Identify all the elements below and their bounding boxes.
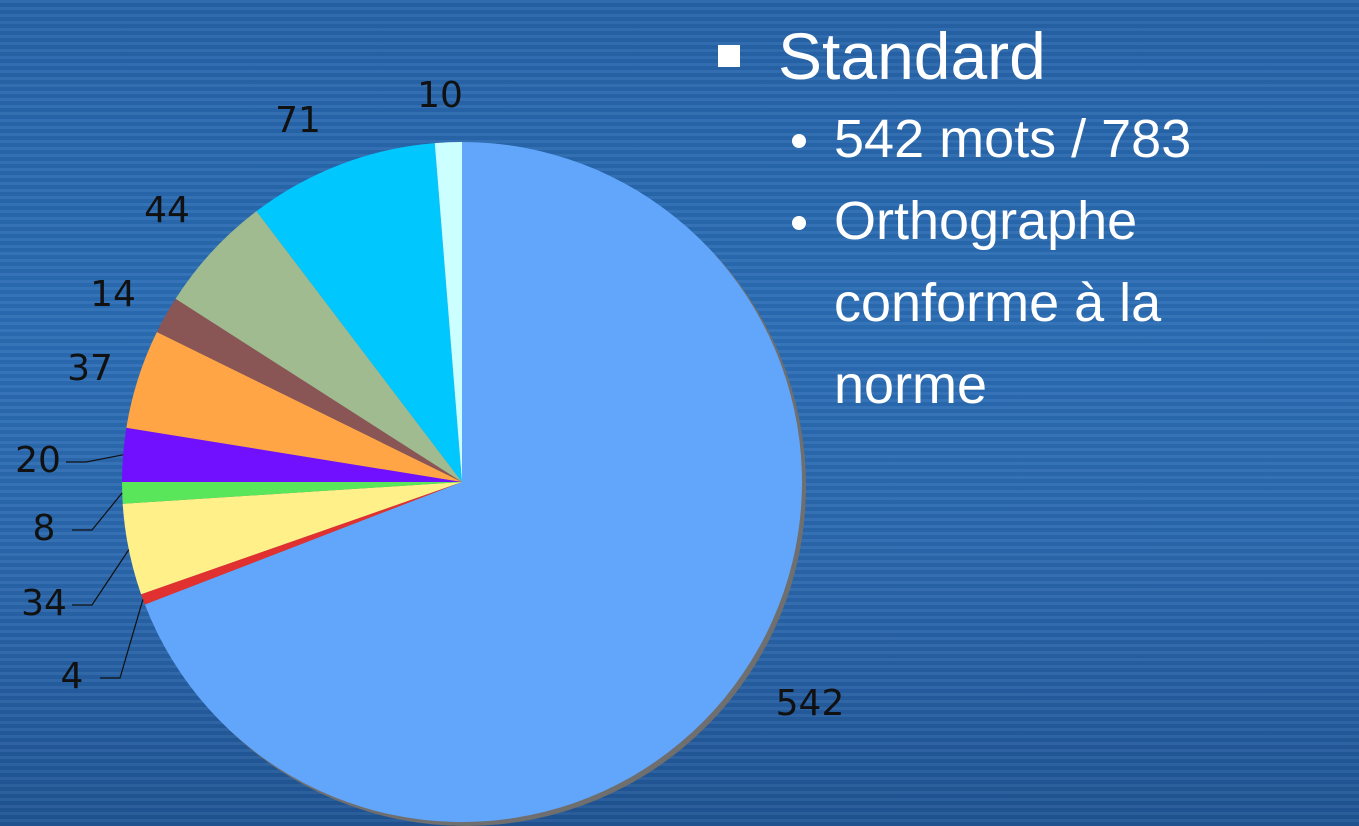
data-label: 44 (144, 190, 190, 231)
pie-slice (122, 482, 462, 595)
data-label: 542 (776, 683, 845, 724)
data-label: 34 (21, 583, 67, 624)
data-label: 8 (33, 508, 56, 549)
heading: Standard (718, 18, 1046, 94)
data-label: 10 (417, 75, 463, 116)
pie-slice (122, 427, 462, 482)
heading-text: Standard (778, 19, 1046, 93)
data-label: 71 (275, 100, 321, 141)
pie-slice (434, 142, 462, 482)
pie-slice (141, 482, 463, 605)
leader-line (72, 549, 130, 606)
pie-slice (126, 332, 463, 482)
leader-line (72, 492, 123, 531)
leader-line (100, 599, 144, 679)
leader-line (66, 454, 124, 463)
bullet-square (718, 44, 740, 67)
pie-slice (156, 298, 462, 482)
pie-slice (256, 143, 462, 482)
pie-slice (175, 211, 463, 482)
bullet-list: 542 mots / 783 Orthographe conforme à la… (778, 98, 1298, 426)
pie-slice (122, 482, 462, 504)
bullet: 542 mots / 783 (778, 98, 1298, 180)
data-label: 37 (67, 348, 113, 389)
data-label: 14 (90, 274, 136, 315)
bullet: Orthographe conforme à la norme (778, 180, 1298, 426)
data-label: 4 (61, 656, 84, 697)
data-label: 20 (15, 440, 61, 481)
pie-slice (144, 142, 803, 822)
